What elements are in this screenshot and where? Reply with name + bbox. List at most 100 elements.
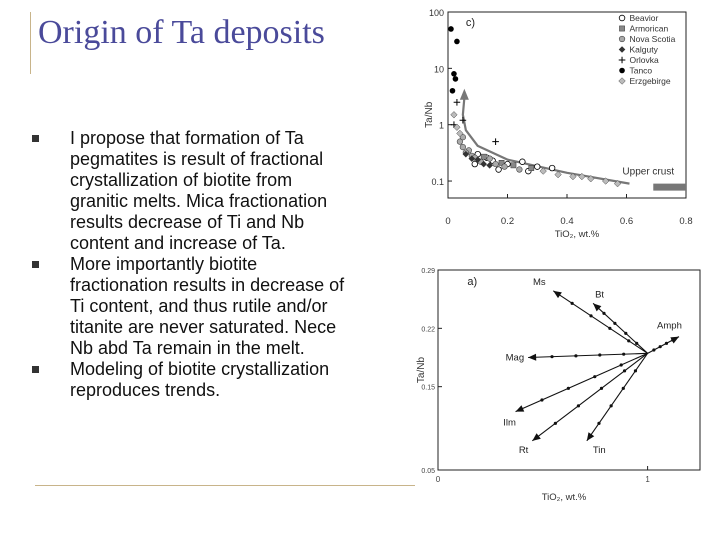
y-tick-label: 0.22 (421, 326, 435, 333)
chart-c-ta-nb-vs-tio2: 100 10 1 0.1 0 0.2 0.4 0.6 0.8 TiO₂, wt.% Ta/Nb c) U… (424, 8, 693, 240)
data-point (516, 166, 523, 173)
bullet-text: Modeling of biotite crystallization repr… (70, 359, 330, 400)
legend-marker (619, 67, 625, 74)
vector-label: Rt (519, 445, 529, 456)
vector-step-point (619, 363, 623, 367)
legend-marker (618, 77, 626, 85)
vector-step-point (627, 339, 631, 343)
vector-arrow-head (553, 290, 562, 299)
legend-marker (618, 56, 626, 64)
vector-step-point (576, 404, 581, 408)
plot-frame (437, 269, 701, 471)
bullet-square-icon (32, 135, 39, 142)
data-point (468, 155, 476, 162)
vector-step-point (608, 326, 612, 330)
vector-step-point (589, 314, 593, 318)
panel-label: a) (467, 276, 477, 288)
x-tick-label: 0.2 (501, 216, 514, 227)
data-point (492, 138, 499, 145)
data-point (587, 175, 595, 183)
vector-arrow-head (528, 353, 537, 361)
legend-marker (618, 46, 626, 53)
bullet-square-icon (32, 366, 39, 373)
bullet-item: Modeling of biotite crystallization repr… (32, 359, 352, 401)
data-point (534, 163, 541, 170)
data-point (453, 98, 461, 106)
vector-step-point (633, 369, 638, 373)
vector-label: Tin (593, 445, 606, 456)
data-point (569, 172, 577, 181)
data-point (554, 170, 562, 179)
legend-entry: Armorican (629, 24, 668, 34)
data-point (452, 76, 459, 82)
bullet-text: More importantly biotite fractionation r… (70, 254, 345, 358)
vector-label: Bt (595, 289, 604, 300)
bottom-rule (35, 485, 415, 486)
data-point (459, 116, 467, 124)
data-point (456, 138, 464, 145)
data-point (578, 172, 586, 181)
data-point (471, 160, 478, 168)
data-point (602, 177, 610, 185)
vector-arrow-head (515, 405, 525, 412)
vector-line (586, 353, 649, 442)
chart-a-crystallization-vectors: 0.29 0.22 0.15 0.050 1 TiO₂, wt.% Ta/Nb a) Ms Bt A… (416, 268, 701, 503)
x-axis-label: TiO₂, wt.% (542, 492, 587, 503)
bullet-item: I propose that formation of Ta pegmatite… (32, 128, 352, 254)
data-point (456, 129, 464, 138)
vector-label: Ms (533, 277, 546, 288)
data-point (453, 123, 461, 131)
data-point (448, 26, 454, 32)
vector-arrow-head (532, 433, 541, 441)
vector-step-point (598, 353, 602, 357)
data-point (454, 38, 460, 45)
y-axis-label: Ta/Nb (424, 101, 435, 128)
vector-step-point (609, 404, 613, 408)
vector-arrow-head (670, 336, 680, 344)
data-point (548, 164, 556, 172)
data-point (519, 158, 526, 165)
bullet-list: I propose that formation of Ta pegmatite… (32, 128, 352, 401)
vector-label: Mag (506, 353, 524, 364)
vector-label: Ilm (503, 418, 516, 429)
vector-step-point (622, 369, 627, 373)
data-point (498, 160, 505, 166)
x-tick-label: 1 (645, 475, 650, 484)
data-point (613, 179, 622, 188)
x-tick-label: 0 (445, 216, 450, 227)
x-tick-label: 0.4 (560, 216, 573, 227)
title-accent-line (30, 12, 31, 74)
legend-entry: Erzgebirge (629, 76, 670, 86)
vector-line (528, 352, 648, 359)
vector-step-point (624, 331, 628, 335)
x-axis-label: TiO₂, wt.% (555, 229, 600, 240)
upper-crust-annotation: Upper crust (622, 167, 674, 178)
upper-crust-band (653, 183, 686, 191)
data-point (459, 134, 466, 141)
data-point (480, 153, 487, 160)
vector-step-point (574, 354, 578, 358)
data-point (486, 162, 493, 169)
vector-step-point (597, 421, 601, 425)
vector-step-point (621, 386, 625, 390)
plot-frame (447, 11, 687, 199)
data-point (510, 162, 517, 169)
vector-line (515, 352, 648, 413)
vector-arrow-head (593, 303, 602, 312)
vector-step-point (570, 301, 574, 305)
y-tick-label: 100 (429, 8, 444, 18)
vector-step-point (635, 341, 639, 345)
vector-step-point (599, 386, 604, 390)
y-tick-label: 0.1 (431, 177, 444, 187)
data-point (528, 165, 535, 171)
data-point (539, 167, 547, 175)
data-point (474, 156, 482, 163)
data-point (486, 155, 493, 162)
legend-entry: Beavior (629, 13, 658, 23)
data-point (492, 160, 499, 168)
legend-entry: Tanco (629, 66, 652, 76)
legend-marker (618, 35, 626, 43)
y-tick-label: 0.15 (421, 385, 435, 392)
data-point (459, 144, 466, 151)
x-tick-label: 0 (436, 475, 441, 484)
